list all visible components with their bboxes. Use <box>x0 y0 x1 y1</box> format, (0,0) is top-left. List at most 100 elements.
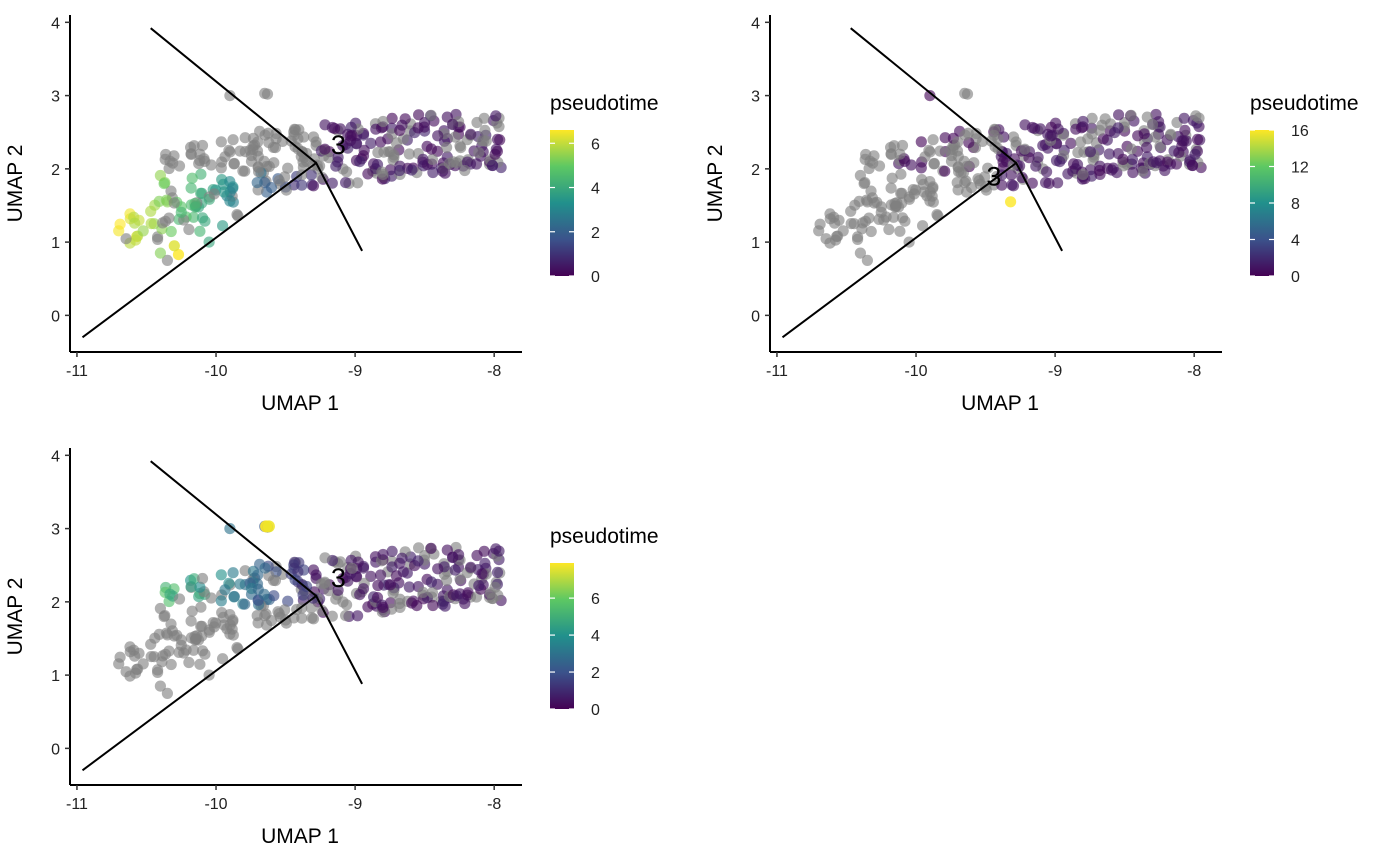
cell-point <box>393 164 406 177</box>
cell-point <box>1077 168 1089 180</box>
cell-point <box>490 110 502 122</box>
cell-point <box>915 136 927 148</box>
cell-point <box>196 572 209 585</box>
cell-point <box>1113 109 1125 121</box>
cell-point <box>915 162 927 174</box>
cell-point <box>1137 165 1149 177</box>
cell-point <box>393 597 406 610</box>
cell-point <box>459 164 471 177</box>
cell-point <box>145 651 157 663</box>
cell-points <box>813 87 1207 266</box>
cell-point <box>918 186 930 198</box>
x-tick-label: -10 <box>904 363 927 380</box>
cell-point <box>857 217 869 229</box>
cell-point <box>982 162 994 174</box>
y-tick-label: 4 <box>51 448 60 465</box>
cell-point <box>173 593 186 605</box>
x-tick-label: -11 <box>66 796 88 813</box>
cell-point <box>330 160 342 172</box>
cell-point <box>449 131 461 143</box>
cell-point <box>251 610 263 622</box>
cell-point <box>451 590 463 602</box>
cell-point <box>479 124 491 136</box>
cell-point <box>968 157 980 169</box>
cell-point <box>868 197 880 209</box>
cell-point <box>406 597 418 609</box>
y-axis-title: UMAP 2 <box>4 145 27 223</box>
cell-point <box>158 611 170 623</box>
cell-point <box>1086 170 1098 182</box>
cell-point <box>165 225 177 238</box>
cell-point <box>864 155 876 167</box>
cell-point <box>262 520 275 533</box>
cell-point <box>232 210 244 222</box>
cell-points <box>113 87 507 266</box>
cell-point <box>154 247 166 259</box>
cell-point <box>988 123 1001 135</box>
cell-point <box>305 602 317 614</box>
y-tick-label: 1 <box>751 235 760 252</box>
cell-point <box>425 143 437 155</box>
cell-point <box>377 168 389 180</box>
cell-point <box>885 182 897 194</box>
cell-point <box>1106 164 1118 176</box>
cell-point <box>1007 180 1020 192</box>
cell-point <box>219 151 231 163</box>
cell-point <box>332 151 344 163</box>
cell-point <box>297 156 309 168</box>
cell-point <box>894 225 906 237</box>
cell-point <box>886 172 898 184</box>
cell-point <box>1189 148 1201 160</box>
cell-point <box>113 225 125 237</box>
x-tick-label: -11 <box>766 363 788 380</box>
cell-point <box>1005 196 1017 208</box>
cell-point <box>853 195 865 207</box>
cell-point <box>305 169 317 181</box>
cell-point <box>346 562 358 574</box>
cell-point <box>352 610 364 622</box>
cell-point <box>895 168 907 180</box>
cell-point <box>129 650 141 662</box>
cell-point <box>307 564 320 576</box>
cell-point <box>154 680 166 692</box>
cell-point <box>189 201 201 213</box>
cell-point <box>461 589 474 601</box>
cell-point <box>332 584 344 596</box>
node-label: 3 <box>331 130 346 160</box>
x-tick-label: -11 <box>66 363 88 380</box>
legend-tick-label: 0 <box>1291 269 1300 286</box>
cell-points <box>113 520 507 700</box>
x-tick-label: -10 <box>204 796 227 813</box>
cell-point <box>234 578 246 590</box>
cell-point <box>259 562 271 574</box>
cell-point <box>813 225 825 237</box>
cell-point <box>215 595 227 607</box>
node-label: 3 <box>331 563 346 593</box>
cell-point <box>845 218 857 230</box>
cell-point <box>326 610 338 622</box>
cell-point <box>397 133 409 145</box>
legend-tick-label: 2 <box>591 225 600 242</box>
cell-point <box>268 157 280 169</box>
cell-point <box>939 165 951 177</box>
cell-point <box>273 608 285 620</box>
y-tick-label: 1 <box>51 668 60 685</box>
cell-point <box>186 172 198 184</box>
cell-point <box>412 555 424 567</box>
cell-point <box>296 612 308 624</box>
cell-point <box>168 197 180 209</box>
y-tick-label: 4 <box>751 15 760 32</box>
cell-point <box>406 164 418 176</box>
cell-point <box>432 563 444 575</box>
cell-point <box>346 129 358 141</box>
x-axis-title: UMAP 1 <box>961 392 1039 415</box>
cell-point <box>161 687 173 700</box>
cell-point <box>820 233 832 245</box>
cell-point <box>927 182 939 194</box>
cell-point <box>377 601 389 614</box>
cell-point <box>441 544 453 556</box>
cell-point <box>432 130 444 142</box>
cell-point <box>145 218 157 230</box>
legend-tick-label: 4 <box>1291 233 1300 250</box>
x-tick-label: -8 <box>1187 363 1201 380</box>
